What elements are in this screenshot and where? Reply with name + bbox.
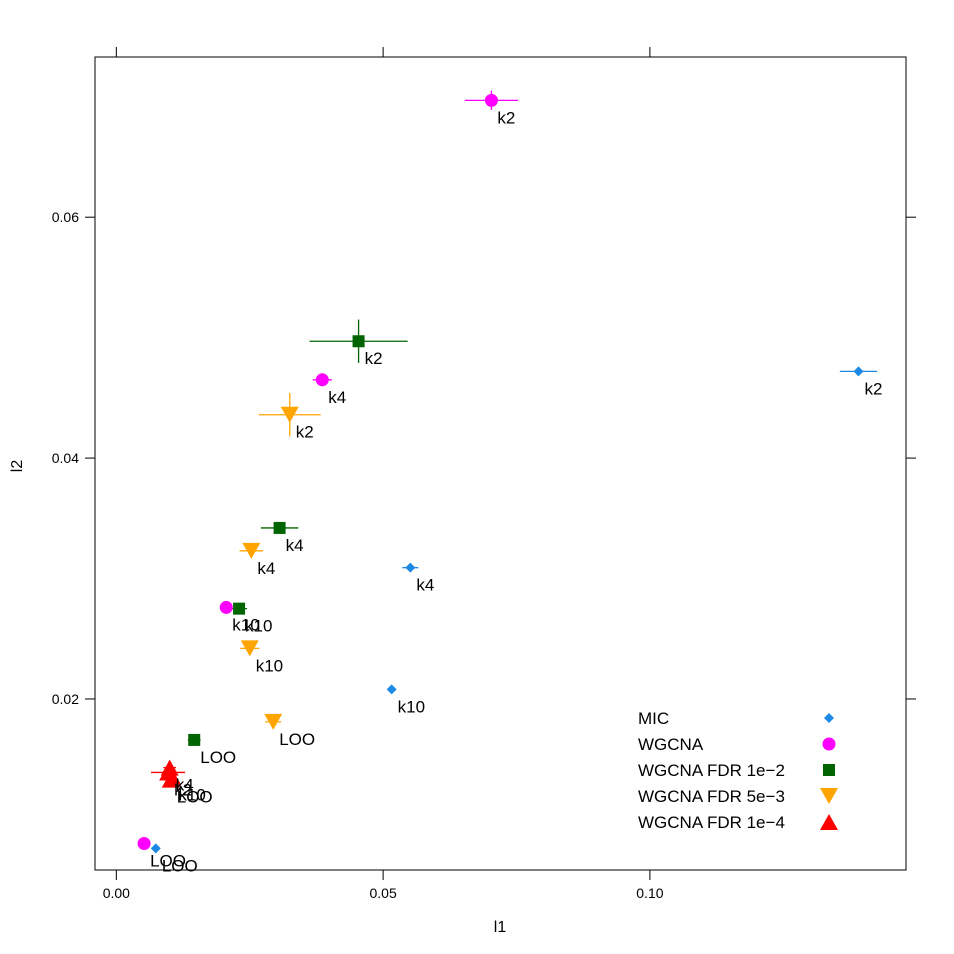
- data-point-label: k2: [296, 423, 314, 442]
- data-point: [233, 602, 246, 615]
- data-point-label: LOO: [162, 856, 198, 875]
- legend-label: WGCNA FDR 1e−2: [638, 761, 785, 780]
- data-point: [219, 600, 233, 614]
- data-point: [264, 713, 283, 730]
- legend: MIC WGCNA WGCNA FDR 1e−2 WGCNA FDR 5e−3 WGCN…: [638, 709, 838, 832]
- legend-marker: [822, 737, 836, 751]
- data-point-label: LOO: [177, 788, 213, 807]
- legend-label: WGCNA FDR 5e−3: [638, 787, 785, 806]
- legend-marker: [824, 713, 834, 723]
- data-point-label: LOO: [200, 748, 236, 767]
- data-point: [386, 684, 397, 695]
- x-tick-label: 0.05: [369, 885, 396, 901]
- data-point-label: k2: [365, 349, 383, 368]
- plot-frame-layer: [94, 56, 907, 871]
- data-point: [188, 733, 201, 746]
- data-point: [315, 373, 329, 387]
- data-point: [280, 406, 299, 423]
- data-point: [150, 843, 161, 854]
- data-point-label: k10: [256, 656, 283, 675]
- data-point-label: k2: [865, 379, 883, 398]
- data-point-label: k10: [232, 615, 259, 634]
- x-tick-label: 0.00: [103, 885, 130, 901]
- plot-border: [94, 56, 907, 871]
- error-bars-layer: [151, 90, 878, 781]
- data-point-label: k2: [497, 108, 515, 127]
- y-tick-label: 0.06: [52, 209, 79, 225]
- data-point-label: k4: [328, 388, 346, 407]
- y-axis-title: l2: [9, 460, 26, 473]
- x-tick-label: 0.10: [636, 885, 663, 901]
- data-point: [160, 759, 179, 776]
- legend-label: MIC: [638, 709, 669, 728]
- y-tick-label: 0.04: [52, 450, 79, 466]
- data-point: [484, 93, 498, 107]
- data-point-label: LOO: [150, 852, 186, 871]
- legend-marker: [823, 764, 835, 776]
- data-point: [273, 521, 286, 534]
- data-point: [240, 640, 259, 657]
- data-point: [352, 335, 365, 348]
- data-point-label: LOO: [279, 730, 315, 749]
- point-labels-layer: k2k4k10LOOk2k4k10LOOk2k4k10LOOk2k4k10LOO…: [150, 108, 882, 875]
- y-tick-label: 0.02: [52, 691, 79, 707]
- data-point: [137, 837, 151, 851]
- data-point-label: k4: [176, 776, 194, 795]
- data-point-label: k10: [245, 617, 272, 636]
- data-point-label: k4: [286, 536, 304, 555]
- data-point-label: k10: [178, 785, 205, 804]
- data-point-label: k4: [416, 576, 434, 595]
- legend-label: WGCNA FDR 1e−4: [638, 813, 785, 832]
- axis-ticks-layer: 0.00 0.05 0.10 0.02 0.04 0.06: [52, 47, 916, 901]
- points-layer: [137, 93, 864, 854]
- data-point-label: k2: [174, 780, 192, 799]
- legend-marker: [820, 814, 838, 830]
- data-point: [161, 771, 180, 788]
- data-point: [405, 562, 416, 573]
- data-point: [242, 542, 261, 559]
- legend-marker: [820, 788, 838, 804]
- data-point-label: k10: [398, 697, 425, 716]
- data-point-label: k4: [257, 559, 275, 578]
- legend-label: WGCNA: [638, 735, 704, 754]
- data-point: [853, 366, 864, 377]
- x-axis-title: l1: [494, 919, 507, 936]
